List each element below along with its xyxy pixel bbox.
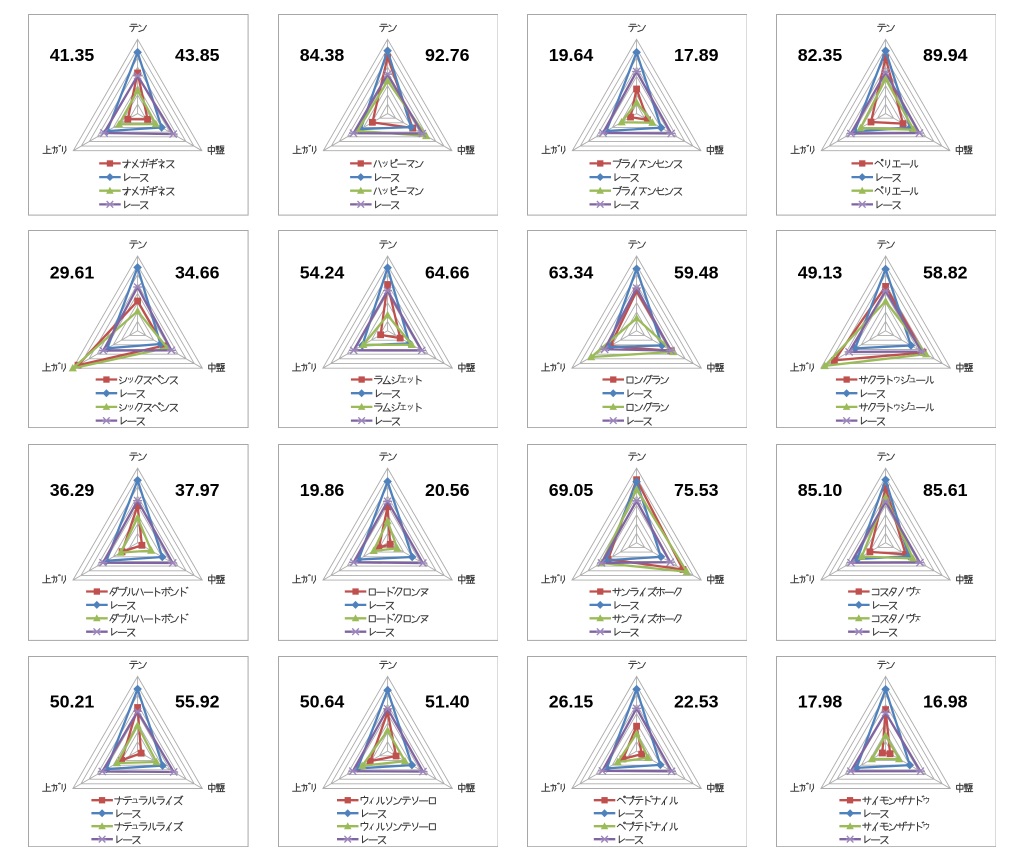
svg-text:17.98: 17.98	[797, 692, 842, 712]
svg-text:19.64: 19.64	[548, 45, 593, 65]
svg-text:89.94: 89.94	[923, 45, 968, 65]
svg-text:55.92: 55.92	[175, 692, 220, 712]
svg-text:49.13: 49.13	[797, 262, 842, 282]
svg-text:19.86: 19.86	[299, 480, 344, 500]
svg-text:59.48: 59.48	[674, 262, 719, 282]
svg-text:51.40: 51.40	[425, 692, 470, 712]
svg-text:43.85: 43.85	[175, 45, 220, 65]
svg-text:69.05: 69.05	[548, 480, 593, 500]
svg-text:85.61: 85.61	[923, 480, 968, 500]
svg-text:64.66: 64.66	[425, 262, 470, 282]
svg-text:84.38: 84.38	[299, 45, 344, 65]
svg-text:29.61: 29.61	[50, 262, 95, 282]
svg-text:34.66: 34.66	[175, 262, 220, 282]
svg-text:85.10: 85.10	[797, 480, 842, 500]
svg-text:20.56: 20.56	[425, 480, 470, 500]
svg-text:50.64: 50.64	[299, 692, 344, 712]
svg-text:37.97: 37.97	[175, 480, 220, 500]
svg-text:54.24: 54.24	[299, 262, 344, 282]
svg-text:58.82: 58.82	[923, 262, 968, 282]
svg-text:22.53: 22.53	[674, 692, 719, 712]
svg-text:63.34: 63.34	[548, 262, 593, 282]
svg-text:41.35: 41.35	[50, 45, 95, 65]
svg-text:36.29: 36.29	[50, 480, 95, 500]
svg-text:16.98: 16.98	[923, 692, 968, 712]
svg-text:17.89: 17.89	[674, 45, 719, 65]
svg-text:92.76: 92.76	[425, 45, 470, 65]
svg-text:26.15: 26.15	[548, 692, 593, 712]
svg-text:75.53: 75.53	[674, 480, 719, 500]
svg-text:82.35: 82.35	[797, 45, 842, 65]
svg-text:50.21: 50.21	[50, 692, 95, 712]
